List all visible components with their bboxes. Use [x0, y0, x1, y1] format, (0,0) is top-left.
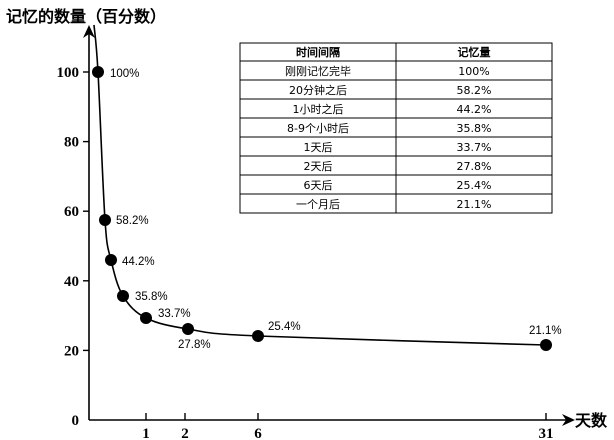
table-cell: 35.8%	[457, 122, 492, 135]
data-point	[117, 290, 129, 302]
x-tick-label: 1	[142, 426, 150, 440]
y-tick-label: 20	[64, 343, 79, 359]
table-cell: 58.2%	[457, 84, 492, 97]
forgetting-curve-line	[93, 24, 547, 346]
data-label: 25.4%	[268, 321, 301, 333]
data-point	[92, 66, 104, 78]
table-cell: 100%	[458, 65, 489, 78]
axes: 0 20 40 60 80 100 1 2 6 31	[57, 25, 575, 440]
data-label: 44.2%	[122, 256, 155, 268]
table-header-cell: 时间间隔	[296, 45, 340, 59]
data-label: 58.2%	[116, 215, 149, 227]
x-tick-label: 6	[254, 426, 262, 440]
y-tick-label: 60	[64, 204, 79, 220]
y-axis-arrow	[83, 25, 95, 38]
data-point	[252, 330, 264, 342]
table-cell: 刚刚记忆完毕	[285, 64, 351, 78]
table-cell: 8-9个小时后	[287, 122, 349, 135]
data-point	[182, 323, 194, 335]
data-label: 35.8%	[135, 291, 168, 303]
x-tick-label: 31	[539, 426, 554, 440]
x-axis-arrow	[562, 414, 575, 426]
data-label: 100%	[110, 68, 139, 80]
y-tick-label: 80	[64, 135, 79, 151]
table-header-cell: 记忆量	[458, 45, 491, 59]
table-cell: 2天后	[304, 160, 333, 173]
data-point	[140, 312, 152, 324]
chart-title: 记忆的数量（百分数）	[6, 7, 166, 26]
table-cell: 20分钟之后	[289, 83, 347, 97]
y-tick-label: 0	[72, 413, 80, 429]
table-cell: 6天后	[304, 179, 333, 192]
data-label: 21.1%	[529, 325, 562, 337]
table-cell: 1天后	[304, 141, 333, 154]
curve-layer	[93, 24, 547, 346]
y-tick-label: 100	[57, 65, 80, 81]
table-cell: 1小时之后	[293, 102, 344, 116]
data-point	[540, 339, 552, 351]
x-tick-label: 2	[181, 426, 189, 440]
points-layer: 100% 58.2% 44.2% 35.8% 33.7% 27.8% 25.4% 21.1%	[92, 66, 562, 351]
data-label: 33.7%	[158, 308, 191, 320]
table-cell: 25.4%	[457, 179, 492, 192]
data-point	[105, 254, 117, 266]
table-cell: 一个月后	[296, 198, 340, 211]
table-cell: 33.7%	[457, 141, 492, 154]
y-tick-label: 40	[64, 274, 79, 290]
x-axis-label: 天数	[575, 411, 608, 430]
table-cell: 27.8%	[457, 160, 492, 173]
table-cell: 21.1%	[457, 198, 492, 211]
data-point	[99, 214, 111, 226]
table-cell: 44.2%	[457, 103, 492, 116]
data-label: 27.8%	[178, 339, 211, 351]
